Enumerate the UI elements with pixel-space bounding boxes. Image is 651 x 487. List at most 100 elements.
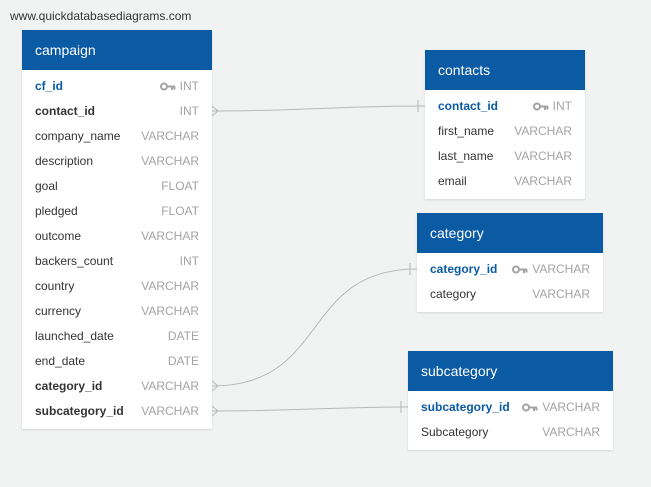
column-row[interactable]: launched_date DATE (22, 324, 212, 349)
column-name: email (438, 174, 467, 188)
column-name: company_name (35, 129, 121, 143)
column-type: DATE (167, 354, 199, 368)
table-subcategory[interactable]: subcategory subcategory_id VARCHAR Subcate… (408, 351, 613, 450)
column-type: VARCHAR (532, 287, 590, 301)
column-name: description (35, 154, 94, 168)
column-type-wrap: FLOAT (161, 174, 199, 199)
column-type: VARCHAR (141, 379, 199, 393)
column-name: contact_id (35, 104, 96, 118)
table-contacts-columns: contact_id INT first_name VARCHAR last_name V… (425, 90, 585, 199)
column-name: first_name (438, 124, 495, 138)
column-type-wrap: FLOAT (161, 199, 199, 224)
column-type-wrap: INT (180, 99, 199, 124)
column-type: VARCHAR (542, 400, 600, 414)
column-type-wrap: VARCHAR (512, 257, 590, 282)
table-contacts[interactable]: contacts contact_id INT first_name VARCHAR l… (425, 50, 585, 199)
column-type-wrap: VARCHAR (141, 399, 199, 424)
column-type-wrap: VARCHAR (514, 119, 572, 144)
column-type: INT (179, 104, 199, 118)
column-type-wrap: VARCHAR (141, 149, 199, 174)
column-type-wrap: VARCHAR (141, 124, 199, 149)
table-campaign[interactable]: campaign cf_id INT contact_id INT company_na… (22, 30, 212, 429)
column-name: category (430, 287, 477, 301)
column-type: DATE (167, 329, 199, 343)
column-row[interactable]: outcome VARCHAR (22, 224, 212, 249)
column-row[interactable]: contact_id INT (22, 99, 212, 124)
column-type: VARCHAR (532, 262, 590, 276)
column-name: pledged (35, 204, 78, 218)
column-name: contact_id (438, 99, 499, 113)
key-icon (522, 403, 538, 412)
column-name: goal (35, 179, 58, 193)
column-type-wrap: VARCHAR (514, 144, 572, 169)
column-name: currency (35, 304, 82, 318)
key-icon (532, 102, 549, 111)
column-name: subcategory_id (35, 404, 124, 418)
watermark: www.quickdatabasediagrams.com (10, 9, 192, 23)
column-type-wrap: DATE (168, 324, 199, 349)
table-subcategory-title[interactable]: subcategory (408, 351, 613, 391)
column-row[interactable]: subcategory_id VARCHAR (22, 399, 212, 424)
column-row[interactable]: currency VARCHAR (22, 299, 212, 324)
table-campaign-columns: cf_id INT contact_id INT company_name VARCHAR… (22, 70, 212, 429)
column-type: VARCHAR (141, 404, 199, 418)
column-type-wrap: INT (180, 249, 199, 274)
column-type-wrap: VARCHAR (542, 420, 600, 445)
relationship-contact[interactable] (211, 100, 426, 117)
relationship-subcategory[interactable] (211, 401, 409, 417)
table-campaign-title[interactable]: campaign (22, 30, 212, 70)
column-name: end_date (35, 354, 86, 368)
column-name: category_id (430, 262, 498, 276)
column-type-wrap: VARCHAR (141, 224, 199, 249)
column-type-wrap: VARCHAR (532, 282, 590, 307)
column-row[interactable]: category VARCHAR (417, 282, 603, 307)
table-subcategory-columns: subcategory_id VARCHAR Subcategory VARCHAR (408, 391, 613, 450)
column-type: INT (179, 254, 199, 268)
column-row[interactable]: category_id VARCHAR (22, 374, 212, 399)
column-name: country (35, 279, 75, 293)
column-row[interactable]: company_name VARCHAR (22, 124, 212, 149)
column-type-wrap: DATE (168, 349, 199, 374)
column-row[interactable]: end_date DATE (22, 349, 212, 374)
table-contacts-title[interactable]: contacts (425, 50, 585, 90)
key-icon (159, 82, 176, 91)
column-name: backers_count (35, 254, 114, 268)
column-type-wrap: INT (159, 74, 199, 99)
column-type: VARCHAR (542, 425, 600, 439)
column-type-wrap: VARCHAR (141, 299, 199, 324)
column-row[interactable]: description VARCHAR (22, 149, 212, 174)
column-type: INT (552, 99, 572, 113)
column-row[interactable]: backers_count INT (22, 249, 212, 274)
column-row[interactable]: first_name VARCHAR (425, 119, 585, 144)
column-type: VARCHAR (514, 149, 572, 163)
column-row[interactable]: cf_id INT (22, 74, 212, 99)
column-type-wrap: VARCHAR (141, 374, 199, 399)
column-row[interactable]: last_name VARCHAR (425, 144, 585, 169)
column-row[interactable]: country VARCHAR (22, 274, 212, 299)
table-category[interactable]: category category_id VARCHAR category VARCH… (417, 213, 603, 312)
column-type: VARCHAR (514, 174, 572, 188)
column-name: Subcategory (421, 425, 489, 439)
column-type: VARCHAR (141, 304, 199, 318)
column-type: VARCHAR (141, 129, 199, 143)
column-name: last_name (438, 149, 494, 163)
relationship-category[interactable] (211, 263, 418, 392)
column-row[interactable]: Subcategory VARCHAR (408, 420, 613, 445)
table-category-columns: category_id VARCHAR category VARCHAR (417, 253, 603, 312)
table-category-title[interactable]: category (417, 213, 603, 253)
column-type-wrap: VARCHAR (141, 274, 199, 299)
column-row[interactable]: email VARCHAR (425, 169, 585, 194)
column-row[interactable]: category_id VARCHAR (417, 257, 603, 282)
column-name: category_id (35, 379, 103, 393)
column-type: VARCHAR (141, 154, 199, 168)
column-row[interactable]: goal FLOAT (22, 174, 212, 199)
column-row[interactable]: contact_id INT (425, 94, 585, 119)
column-type: INT (179, 79, 199, 93)
column-type: FLOAT (161, 204, 199, 218)
column-row[interactable]: pledged FLOAT (22, 199, 212, 224)
column-type: VARCHAR (514, 124, 572, 138)
column-type: VARCHAR (141, 229, 199, 243)
column-type-wrap: INT (532, 94, 572, 119)
column-type: FLOAT (161, 179, 199, 193)
column-row[interactable]: subcategory_id VARCHAR (408, 395, 613, 420)
